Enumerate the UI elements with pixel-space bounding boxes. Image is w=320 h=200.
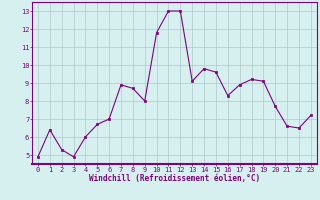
X-axis label: Windchill (Refroidissement éolien,°C): Windchill (Refroidissement éolien,°C) xyxy=(89,174,260,183)
